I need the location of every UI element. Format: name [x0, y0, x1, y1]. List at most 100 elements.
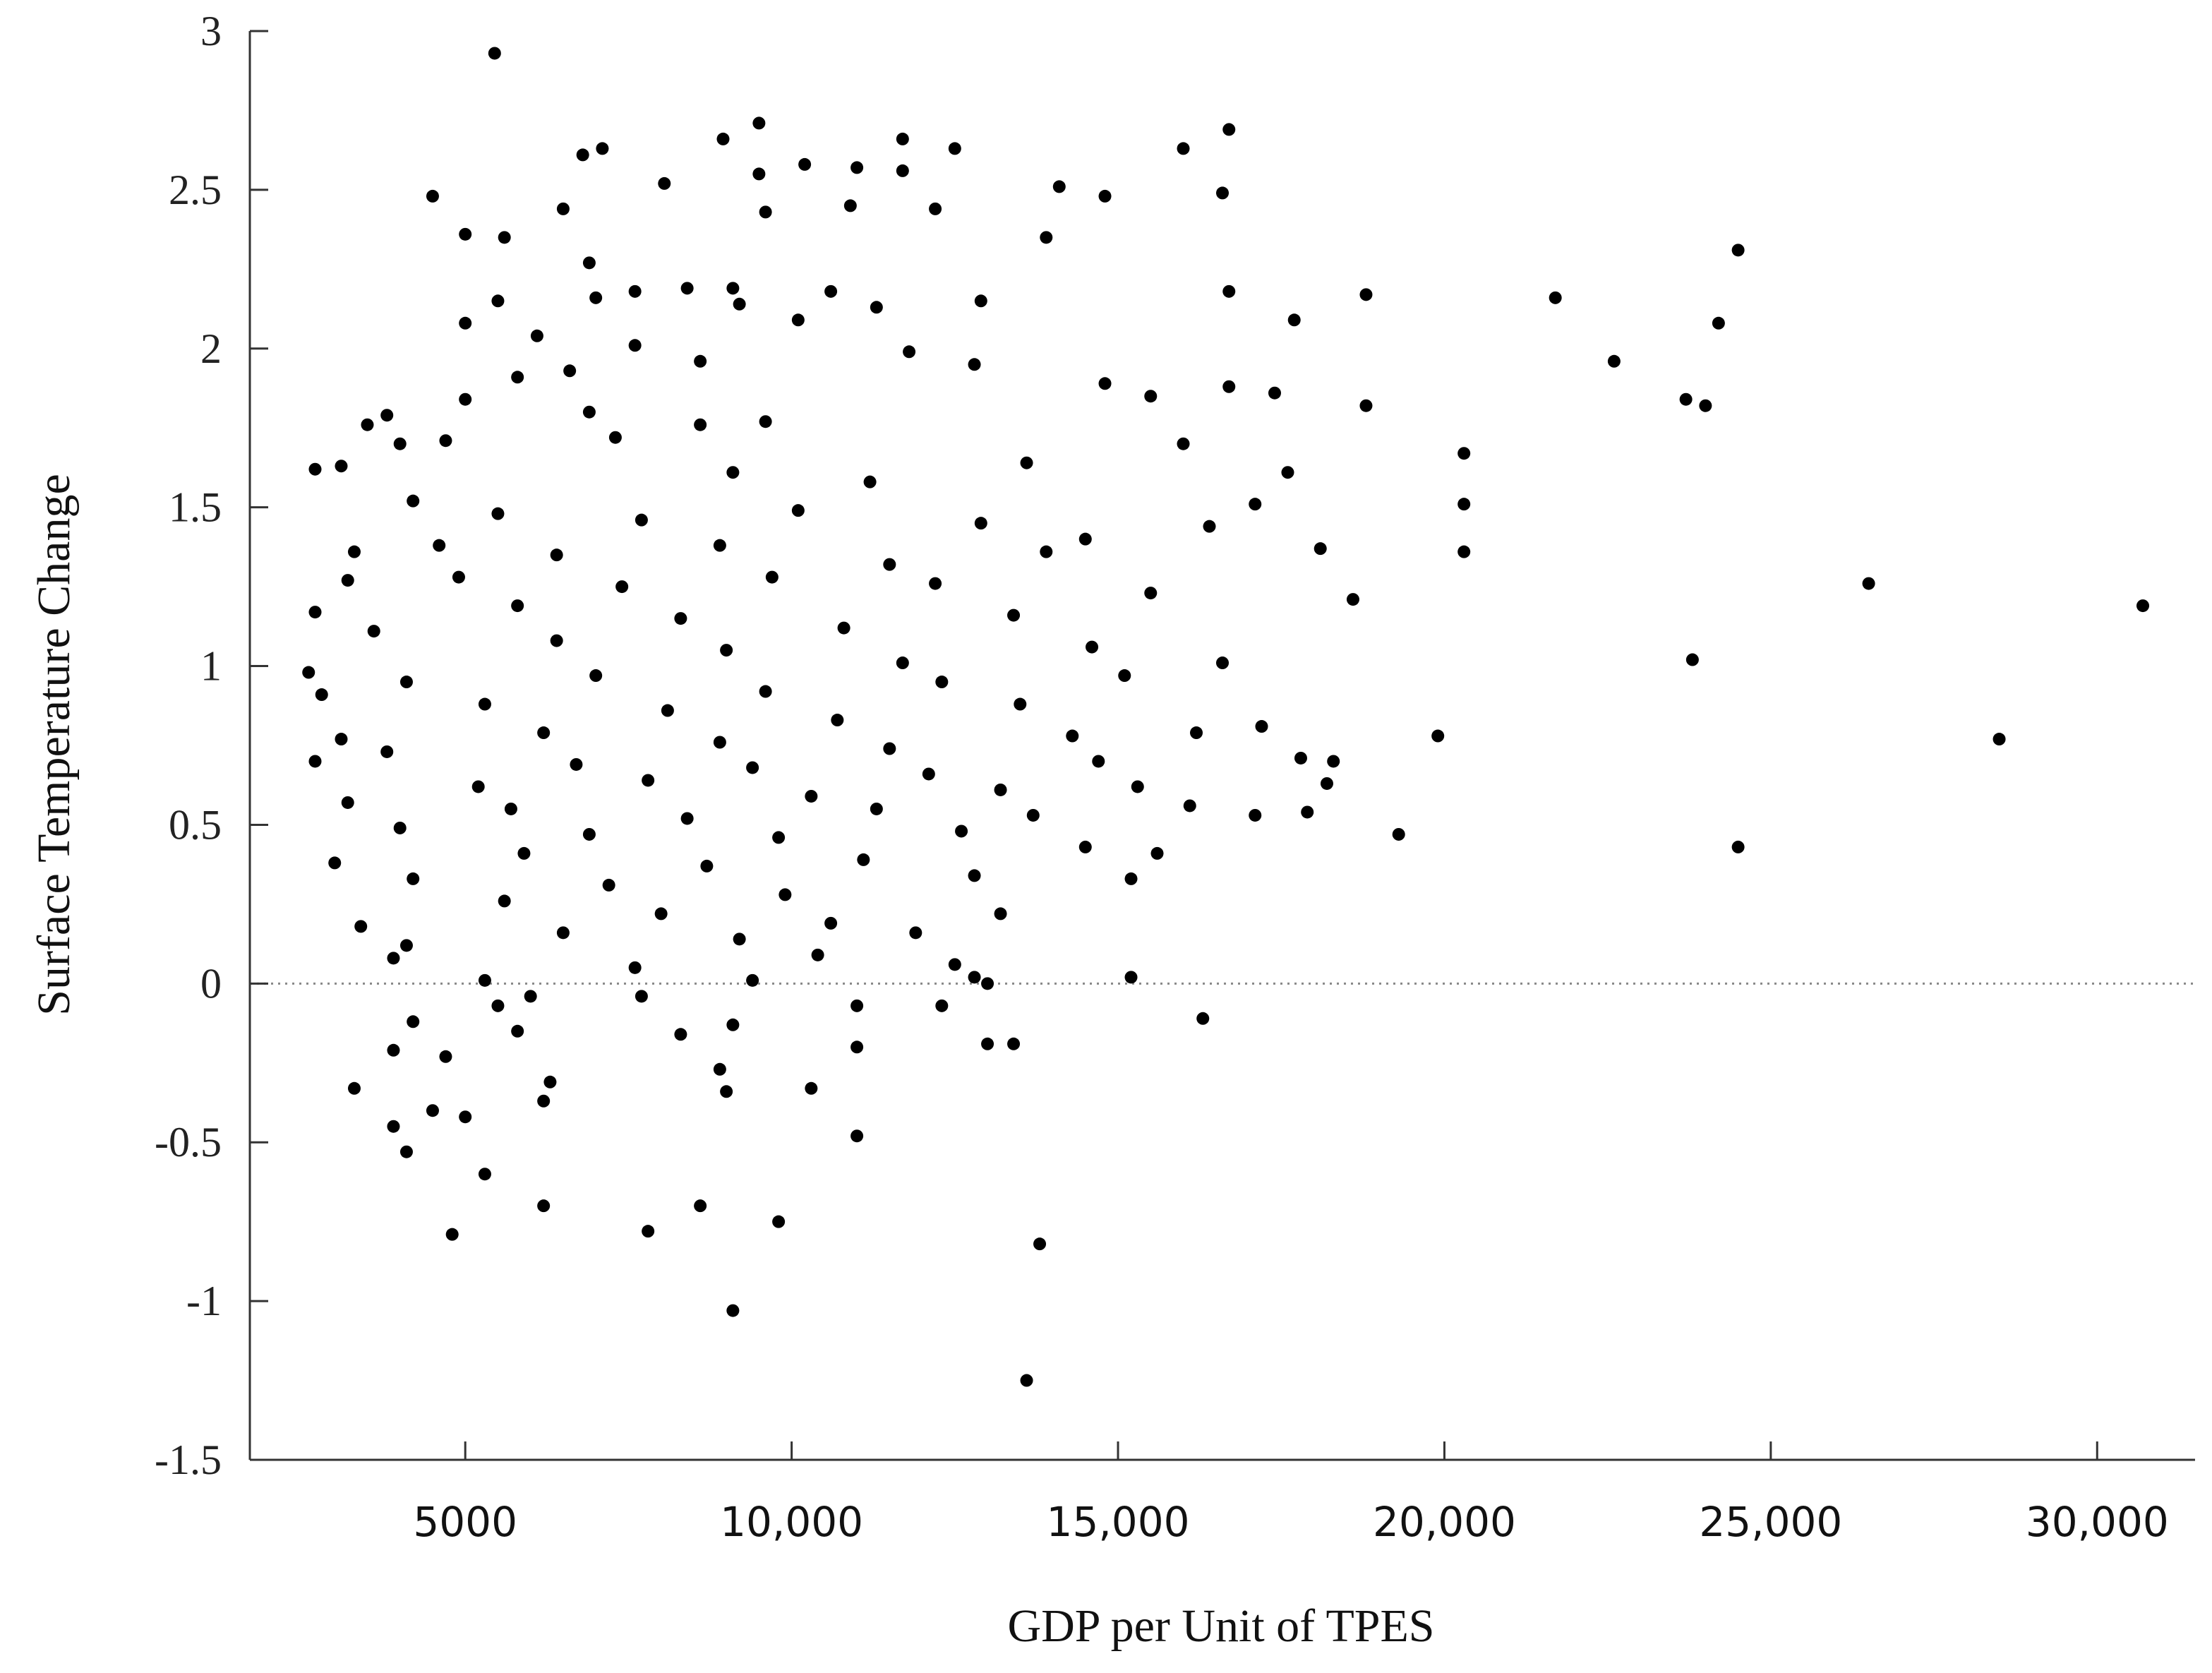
data-point	[850, 161, 864, 174]
data-point	[994, 907, 1007, 921]
data-point	[863, 475, 877, 488]
data-point	[1118, 669, 1131, 683]
data-point	[1150, 846, 1164, 860]
y-axis-ticks: 3 2.5 2 1.5 1 0.5 0 -0.5 -1 -1.5	[155, 8, 268, 1483]
data-point	[935, 999, 949, 1012]
data-point	[2136, 599, 2150, 613]
data-point	[308, 755, 322, 768]
data-point	[1216, 656, 1229, 670]
data-point	[1098, 377, 1112, 390]
data-point	[1131, 780, 1144, 793]
data-point	[968, 869, 981, 882]
data-point	[929, 577, 942, 590]
data-point	[759, 205, 772, 219]
data-point	[399, 676, 413, 689]
data-point	[387, 1120, 400, 1133]
data-point	[772, 831, 786, 844]
data-point	[1183, 799, 1196, 812]
data-point	[713, 539, 726, 552]
data-point	[1020, 456, 1033, 469]
data-point	[642, 774, 655, 787]
data-point	[805, 1081, 818, 1095]
data-point	[700, 859, 714, 873]
data-point	[488, 47, 501, 60]
data-point	[478, 1168, 491, 1181]
data-point	[537, 1094, 551, 1108]
data-point	[563, 364, 577, 378]
data-point	[459, 392, 472, 406]
data-point	[680, 282, 694, 295]
data-point	[1359, 288, 1373, 301]
data-point	[602, 878, 615, 892]
data-point	[1078, 532, 1092, 546]
data-point	[341, 574, 354, 587]
data-point	[608, 431, 622, 444]
data-point	[746, 761, 759, 774]
data-point	[694, 418, 707, 431]
data-point	[1086, 640, 1099, 654]
data-point	[426, 189, 439, 203]
data-point	[903, 345, 916, 359]
y-tick-label: 1.5	[169, 484, 222, 531]
data-point	[524, 990, 537, 1003]
data-point	[1301, 805, 1314, 819]
x-tick-label: 25,000	[1699, 1498, 1842, 1546]
data-point	[791, 504, 805, 517]
data-point	[308, 462, 322, 476]
data-point	[1679, 392, 1693, 406]
data-point	[570, 757, 583, 771]
data-point	[1992, 733, 2006, 746]
data-point	[628, 961, 642, 974]
data-point	[896, 132, 909, 145]
data-point	[1014, 697, 1027, 711]
data-point	[1098, 189, 1112, 203]
data-point	[720, 644, 733, 657]
data-point	[504, 802, 517, 815]
data-point	[694, 1199, 707, 1213]
data-point	[1124, 872, 1138, 885]
data-point	[883, 742, 896, 755]
data-point	[694, 354, 707, 368]
data-point	[1026, 808, 1040, 822]
y-tick-label: 2.5	[169, 167, 222, 213]
data-point	[1255, 720, 1268, 733]
x-tick-label: 10,000	[720, 1498, 863, 1546]
data-point	[948, 958, 961, 971]
data-point	[589, 291, 603, 304]
data-point	[798, 157, 812, 171]
scatter-points	[302, 47, 2150, 1387]
data-point	[1287, 313, 1301, 327]
data-point	[1685, 653, 1699, 666]
data-point	[302, 666, 315, 679]
data-point	[582, 827, 596, 841]
y-tick-label: 1	[200, 643, 222, 690]
data-point	[752, 116, 766, 130]
data-point	[1222, 380, 1236, 393]
data-point	[635, 513, 648, 527]
y-tick-label: 0	[200, 960, 222, 1007]
data-point	[354, 920, 368, 933]
data-point	[491, 507, 505, 520]
data-point	[1712, 316, 1725, 330]
data-point	[459, 1110, 472, 1124]
data-point	[459, 316, 472, 330]
data-point	[1007, 608, 1021, 622]
data-point	[1222, 284, 1236, 298]
x-axis-ticks: 5000 10,000 15,000 20,000 25,000 30,000	[413, 1441, 2169, 1546]
data-point	[1268, 386, 1281, 400]
data-point	[1177, 142, 1190, 155]
data-point	[517, 846, 531, 860]
data-point	[361, 418, 374, 431]
data-point	[1249, 498, 1262, 511]
data-point	[1327, 755, 1340, 768]
data-point	[439, 1050, 452, 1063]
data-point	[1731, 244, 1745, 257]
data-point	[1314, 542, 1327, 556]
data-point	[713, 736, 726, 749]
data-point	[843, 199, 857, 212]
data-point	[1078, 840, 1092, 853]
data-point	[1216, 186, 1229, 200]
data-point	[407, 872, 420, 885]
data-point	[720, 1085, 733, 1098]
data-point	[726, 1304, 740, 1317]
